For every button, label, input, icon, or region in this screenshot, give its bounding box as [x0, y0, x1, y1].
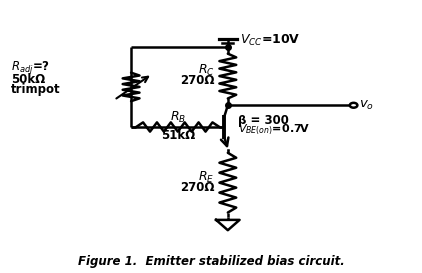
Text: 51kΩ: 51kΩ: [161, 129, 195, 142]
Text: Figure 1.  Emitter stabilized bias circuit.: Figure 1. Emitter stabilized bias circui…: [78, 256, 344, 268]
Text: 50kΩ: 50kΩ: [11, 73, 46, 86]
Text: $v_o$: $v_o$: [359, 99, 374, 112]
Text: $R_C$: $R_C$: [197, 63, 214, 78]
Text: $R_E$: $R_E$: [198, 170, 214, 185]
Text: $R_{adj}$=?: $R_{adj}$=?: [11, 59, 50, 76]
Text: $V_{CC}$=10V: $V_{CC}$=10V: [240, 33, 300, 48]
Text: 270Ω: 270Ω: [180, 181, 214, 194]
Text: trimpot: trimpot: [11, 83, 61, 96]
Text: β = 300: β = 300: [238, 114, 289, 127]
Text: 270Ω: 270Ω: [180, 75, 214, 87]
Text: $V_{BE(on)}$=0.7V: $V_{BE(on)}$=0.7V: [238, 123, 311, 137]
Text: $R_B$: $R_B$: [170, 110, 186, 125]
